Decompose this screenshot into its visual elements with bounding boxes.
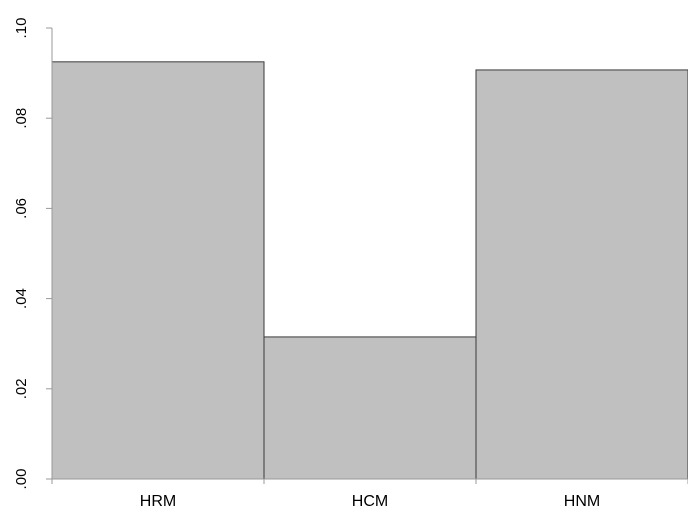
bar-hrm	[51, 61, 265, 480]
bar-hnm	[475, 69, 688, 480]
x-tick-label: HCM	[352, 493, 388, 510]
y-tick-label: .08	[13, 108, 30, 129]
y-axis-ticks: .00 .02 .04 .06 .08 .10	[13, 18, 52, 490]
y-tick-label: .04	[13, 288, 30, 309]
bars-group	[51, 61, 688, 480]
y-tick-label: .06	[13, 198, 30, 219]
y-tick-label: .10	[13, 18, 30, 39]
x-tick-label: HNM	[564, 493, 600, 510]
x-axis-ticks: HRM HCM HNM	[51, 479, 688, 510]
bar-hcm	[263, 336, 477, 480]
y-tick-label: .00	[13, 469, 30, 490]
x-tick-label: HRM	[140, 493, 176, 510]
y-tick-label: .02	[13, 378, 30, 399]
